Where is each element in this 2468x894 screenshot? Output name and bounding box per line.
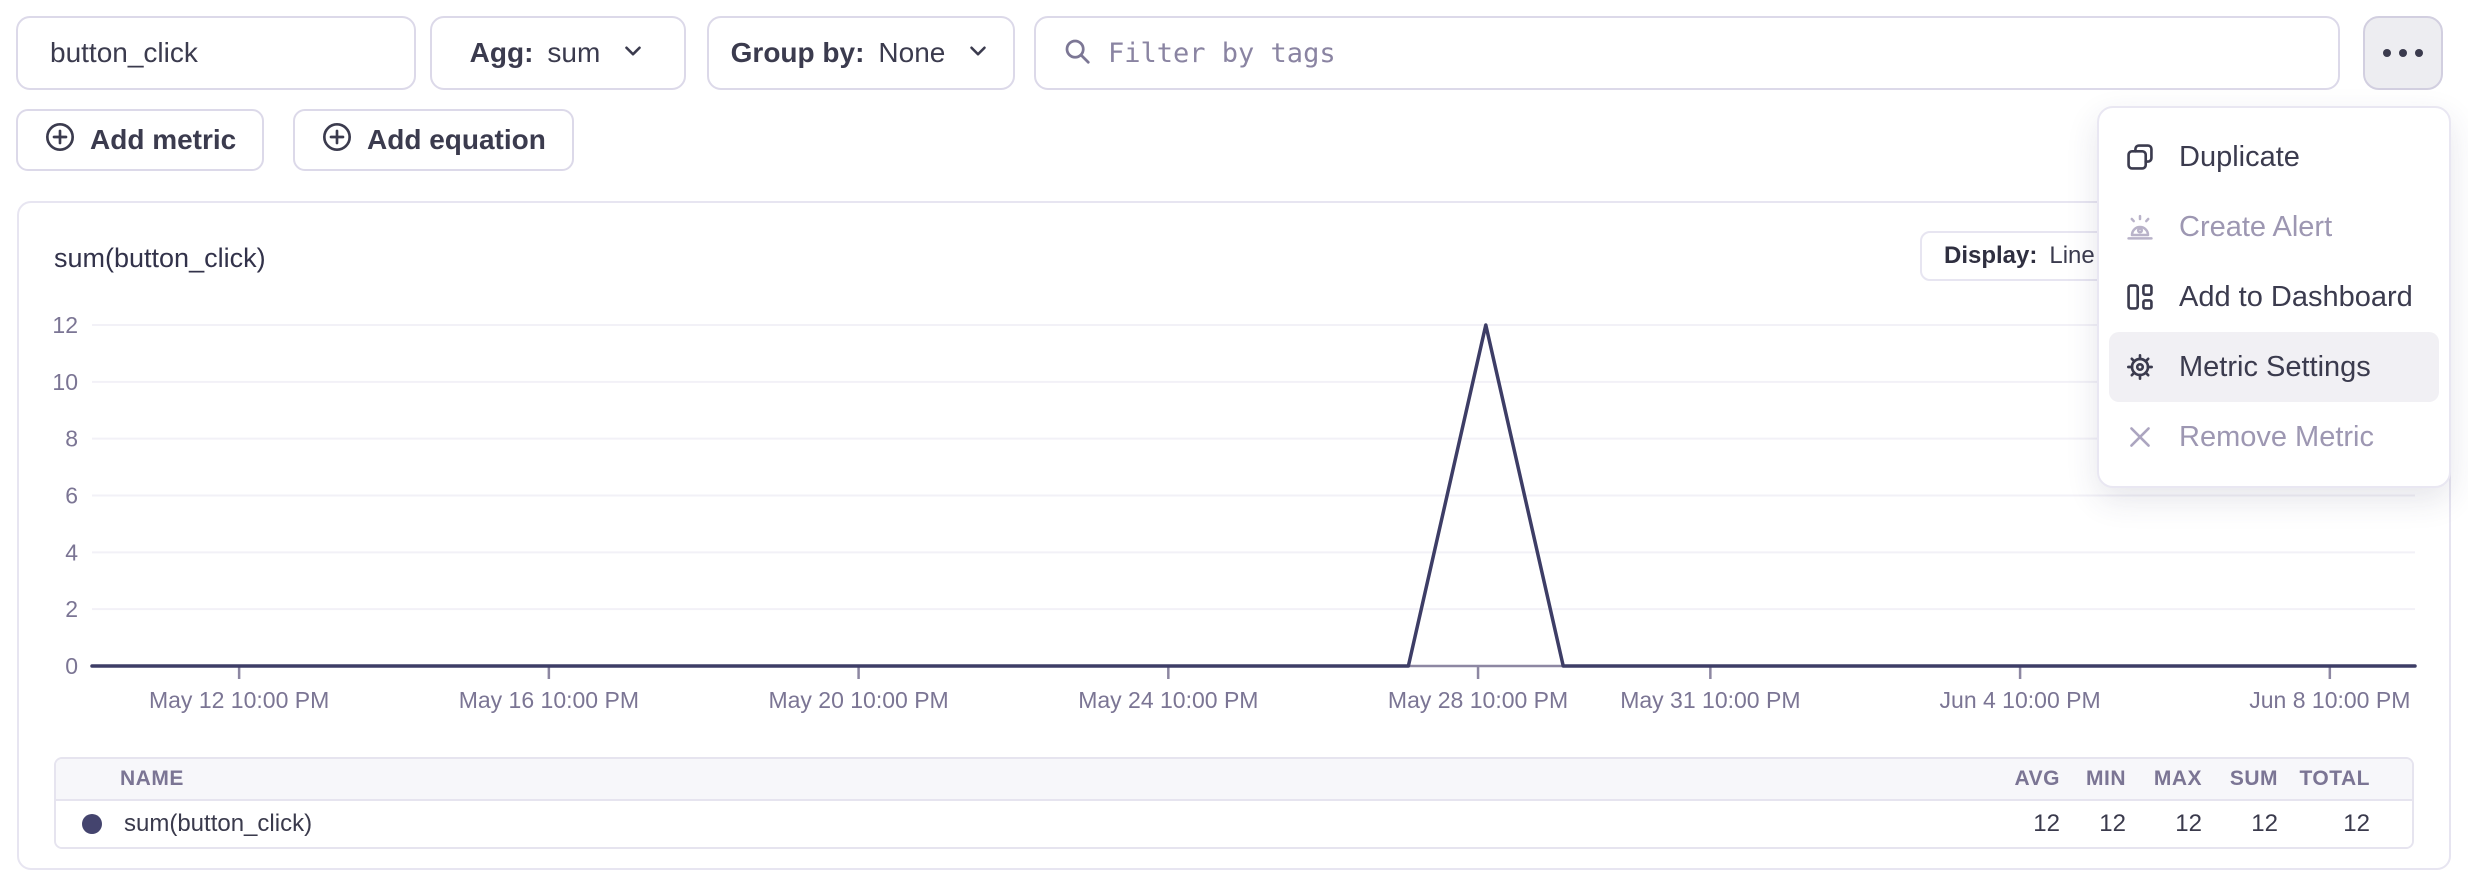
plus-circle-icon <box>44 121 76 160</box>
search-icon <box>1062 36 1092 71</box>
series-color-dot <box>82 814 102 834</box>
ellipsis-icon <box>2383 49 2423 57</box>
summary-table-header: NAME AVG MIN MAX SUM TOTAL <box>56 759 2412 801</box>
x-axis-tick-label: May 31 10:00 PM <box>1620 687 1800 713</box>
y-axis-tick-label: 10 <box>52 369 78 395</box>
menu-item-duplicate[interactable]: Duplicate <box>2109 122 2439 192</box>
table-row[interactable]: sum(button_click) 12 12 12 12 12 <box>56 801 2412 847</box>
chevron-down-icon <box>959 38 991 69</box>
chart-title: sum(button_click) <box>54 243 266 273</box>
col-header-total: TOTAL <box>2299 767 2370 790</box>
more-options-menu: Duplicate Create Alert Add to Dashboard … <box>2097 106 2451 488</box>
y-axis-tick-label: 12 <box>52 312 78 338</box>
y-axis-tick-label: 0 <box>65 653 78 679</box>
col-header-avg: AVG <box>2014 767 2060 790</box>
col-header-sum: SUM <box>2229 767 2278 790</box>
group-by-label: Group by: <box>730 37 865 68</box>
gear-icon <box>2123 350 2157 384</box>
duplicate-icon <box>2123 140 2157 174</box>
add-equation-label: Add equation <box>367 124 546 155</box>
filter-by-tags-field <box>1034 16 2340 90</box>
menu-item-create-alert[interactable]: Create Alert <box>2109 192 2439 262</box>
chevron-down-icon <box>614 38 646 69</box>
y-axis-tick-label: 4 <box>65 539 78 565</box>
series-name: sum(button_click) <box>124 810 313 837</box>
summary-table: NAME AVG MIN MAX SUM TOTAL sum(button_cl… <box>54 757 2414 849</box>
chart-card: sum(button_click) Display: Line 0 2 4 6 8 10 1… <box>17 201 2451 870</box>
x-axis-tick-label: May 24 10:00 PM <box>1078 687 1258 713</box>
y-axis-tick-label: 2 <box>65 596 78 622</box>
col-header-max: MAX <box>2153 767 2202 790</box>
x-axis-tick-label: Jun 8 10:00 PM <box>2249 687 2410 713</box>
alert-icon <box>2123 210 2157 244</box>
min-value: 12 <box>2099 810 2126 837</box>
add-metric-label: Add metric <box>90 124 237 155</box>
add-metric-button[interactable]: Add metric <box>16 109 265 171</box>
menu-item-label: Create Alert <box>2179 210 2333 243</box>
plus-circle-icon <box>321 121 353 160</box>
x-axis-tick-label: May 28 10:00 PM <box>1388 687 1568 713</box>
x-axis-tick-label: May 12 10:00 PM <box>149 687 329 713</box>
display-label: Display: <box>1944 242 2038 269</box>
col-header-min: MIN <box>2086 767 2126 790</box>
menu-item-label: Duplicate <box>2179 140 2300 173</box>
total-value: 12 <box>2343 810 2370 837</box>
series-line <box>90 323 2417 668</box>
line-chart[interactable]: 0 2 4 6 8 10 12 May 12 10:00 PM May 16 10:00 PM M… <box>19 203 2453 872</box>
max-value: 12 <box>2175 810 2202 837</box>
y-axis-tick-label: 6 <box>65 483 78 509</box>
menu-item-label: Metric Settings <box>2179 350 2371 383</box>
group-by-dropdown[interactable]: Group by: None <box>707 16 1015 90</box>
aggregation-value: sum <box>547 37 601 68</box>
group-by-value: None <box>878 37 946 68</box>
menu-item-metric-settings[interactable]: Metric Settings <box>2109 332 2439 402</box>
dashboard-icon <box>2123 280 2157 314</box>
aggregation-dropdown[interactable]: Agg: sum <box>430 16 686 90</box>
col-header-name: NAME <box>120 767 184 790</box>
aggregation-label: Agg: <box>469 37 534 68</box>
x-axis-tick-label: May 16 10:00 PM <box>459 687 639 713</box>
menu-item-label: Remove Metric <box>2179 420 2374 453</box>
add-equation-button[interactable]: Add equation <box>293 109 574 171</box>
menu-item-add-to-dashboard[interactable]: Add to Dashboard <box>2109 262 2439 332</box>
avg-value: 12 <box>2033 810 2060 837</box>
x-icon <box>2123 420 2157 454</box>
x-axis-tick-label: May 20 10:00 PM <box>768 687 948 713</box>
x-axis-tick-label: Jun 4 10:00 PM <box>1940 687 2101 713</box>
sum-value: 12 <box>2251 810 2278 837</box>
more-options-button[interactable] <box>2363 16 2443 90</box>
filter-by-tags-input[interactable] <box>1108 37 2312 69</box>
metric-name-input[interactable] <box>16 16 416 90</box>
menu-item-remove-metric[interactable]: Remove Metric <box>2109 402 2439 472</box>
y-axis-tick-label: 8 <box>65 426 78 452</box>
menu-item-label: Add to Dashboard <box>2179 280 2413 313</box>
display-value: Line <box>2049 242 2095 269</box>
